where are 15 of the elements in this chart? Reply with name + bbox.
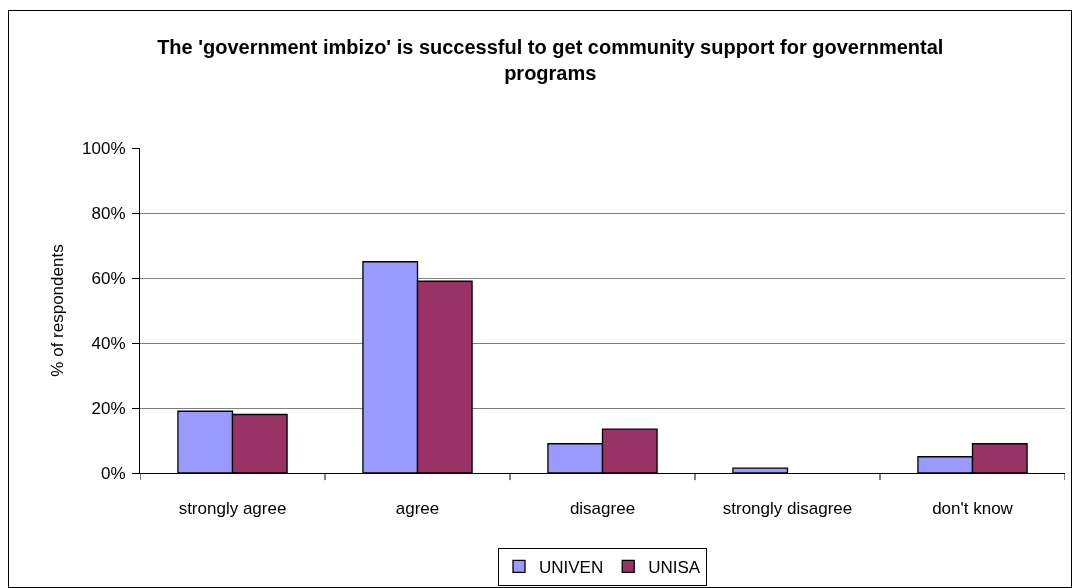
y-tick-label: 20% [91,398,126,418]
y-tick-label: 80% [91,203,126,223]
x-tick-label: agree [395,499,440,519]
y-tick-label: 0% [101,463,126,483]
y-tick-label: 60% [91,268,126,288]
x-tick-label: disagree [569,499,636,519]
y-axis-title: % of respondents [47,244,67,377]
legend-label: UNISA [648,558,701,578]
legend-label: UNIVEN [539,558,604,578]
x-tick-label: strongly agree [178,499,287,519]
chart-title: The 'government imbizo' is successful to get community support for governmental programs [157,36,944,85]
y-tick-label: 100% [82,138,126,158]
x-tick-label: strongly disagree [722,499,853,519]
y-tick-label: 40% [91,333,126,353]
x-tick-label: don't know [932,499,1014,519]
